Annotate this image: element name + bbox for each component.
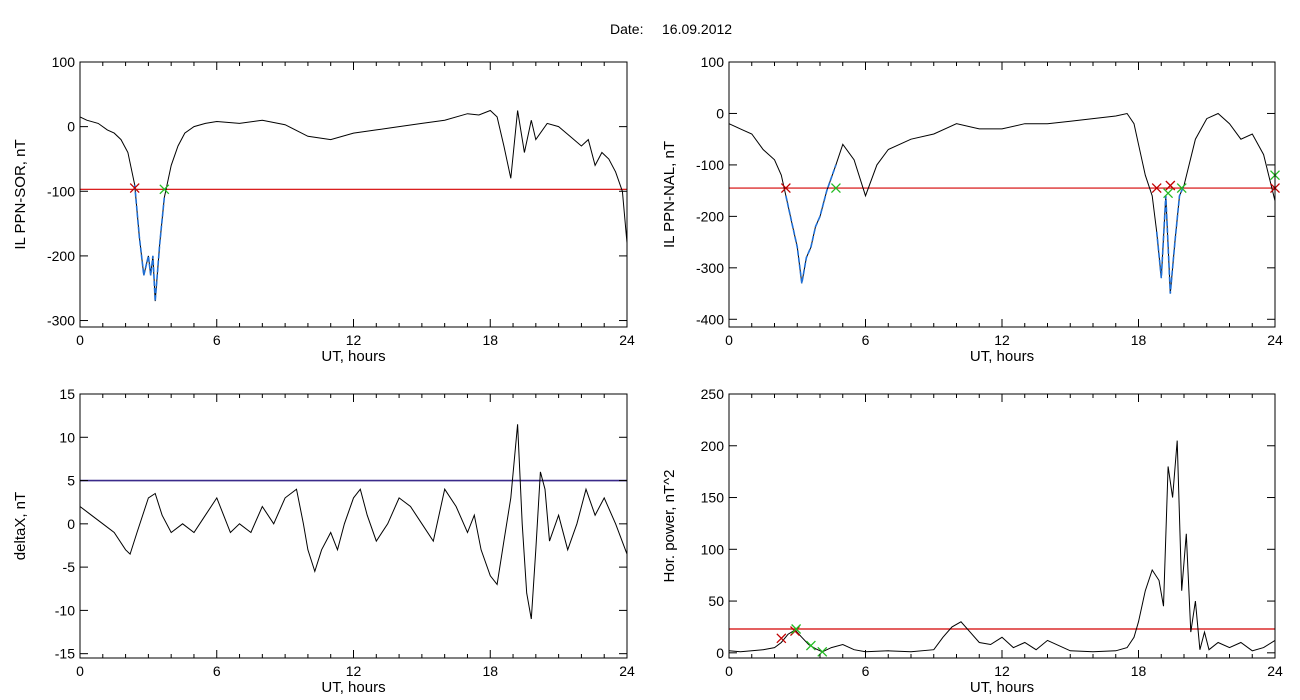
hor-power-x-tick-label: 12 xyxy=(994,663,1010,679)
il-nal-end-marker-5 xyxy=(1176,183,1187,194)
il-sor-start-marker-0 xyxy=(129,183,140,193)
deltax-y-tick-label: 10 xyxy=(59,429,75,445)
hor-power-x-tick-label: 0 xyxy=(725,663,733,679)
il-nal-y-tick-label: -100 xyxy=(696,157,724,173)
il-nal-x-tick-label: 18 xyxy=(1131,332,1147,348)
il-nal-start-marker-3-stroke xyxy=(1165,180,1176,191)
hor-power-y-tick-label: 150 xyxy=(701,490,725,506)
il-sor-end-marker-1-stroke xyxy=(159,184,170,195)
deltax-x-tick-label: 12 xyxy=(346,663,362,679)
il-nal-start-marker-3 xyxy=(1165,180,1176,191)
hor-power-end-marker-2-stroke xyxy=(791,624,802,634)
il-sor-series-line xyxy=(79,109,628,302)
il-sor-y-tick-label: 0 xyxy=(67,119,75,135)
deltax-y-tick-label: -10 xyxy=(55,602,75,618)
il-sor-y-tick-label: -200 xyxy=(47,248,75,264)
panel-il-sor: 0 6 12 18 24 100 0 -100 -200 -300 UT, hours IL PPN-… xyxy=(12,54,635,365)
deltax-y-tick-label: 5 xyxy=(67,473,75,489)
hor-power-start-marker-1 xyxy=(790,626,800,637)
il-sor-y-tick-label: 100 xyxy=(52,54,76,70)
il-nal-end-marker-4-stroke xyxy=(1163,188,1174,199)
hor-power-x-tick-label: 6 xyxy=(862,663,870,679)
hor-power-end-marker-2 xyxy=(791,624,802,634)
deltax-y-tick-label: -5 xyxy=(63,559,76,575)
il-sor-x-axis-label: UT, hours xyxy=(321,348,385,365)
deltax-x-tick-label: 6 xyxy=(213,663,221,679)
il-sor-highlight-segment-0 xyxy=(133,184,166,302)
hor-power-x-axis-label: UT, hours xyxy=(970,679,1034,696)
il-sor-plot-frame xyxy=(79,61,628,328)
il-nal-y-tick-label: 0 xyxy=(716,105,724,121)
il-nal-y-tick-label: 100 xyxy=(701,54,725,70)
deltax-x-axis-label: UT, hours xyxy=(321,679,385,696)
hor-power-y-axis-label: Hor. power, nT^2 xyxy=(661,470,678,583)
deltax-x-tick-label: 24 xyxy=(619,663,635,679)
panel-il-nal: 0 6 12 18 24 100 0 -100 -200 -300 -400 UT, hours IL … xyxy=(661,54,1283,365)
il-sor-y-tick-label: -100 xyxy=(47,183,75,199)
hor-power-y-tick-label: 100 xyxy=(701,541,725,557)
il-sor-x-tick-label: 12 xyxy=(346,332,362,348)
deltax-x-tick-label: 0 xyxy=(76,663,84,679)
hor-power-y-tick-label: 250 xyxy=(701,386,725,402)
il-nal-x-tick-label: 6 xyxy=(862,332,870,348)
il-nal-start-marker-0 xyxy=(780,183,791,194)
hor-power-y-tick-label: 0 xyxy=(716,645,724,661)
panel-deltax: 0 6 12 18 24 15 10 5 0 -5 -10 -15 UT, hours deltaX, n… xyxy=(12,386,635,696)
il-nal-x-tick-label: 12 xyxy=(994,332,1010,348)
il-sor-x-tick-label: 18 xyxy=(482,332,498,348)
il-sor-y-axis-label: IL PPN-SOR, nT xyxy=(12,139,29,249)
il-nal-x-tick-label: 0 xyxy=(725,332,733,348)
hor-power-start-marker-0-stroke xyxy=(776,633,787,644)
il-nal-start-marker-0-stroke xyxy=(780,183,791,194)
deltax-y-axis-label: deltaX, nT xyxy=(12,492,29,560)
il-nal-y-tick-label: -400 xyxy=(696,311,724,327)
il-nal-series-line xyxy=(728,112,1276,294)
il-nal-highlight-segment-1 xyxy=(1155,185,1185,294)
panel-hor-power: 0 6 12 18 24 250 200 150 100 50 0 UT, hours Hor. pow… xyxy=(661,386,1283,696)
deltax-series-line xyxy=(79,424,628,620)
il-nal-end-marker-1 xyxy=(830,183,841,194)
figure-date: 16.09.2012 xyxy=(662,21,732,37)
il-nal-x-axis-label: UT, hours xyxy=(970,348,1034,365)
deltax-x-tick-label: 18 xyxy=(482,663,498,679)
il-nal-y-tick-label: -200 xyxy=(696,208,724,224)
il-nal-start-marker-2-stroke xyxy=(1151,183,1162,194)
il-nal-y-axis-label: IL PPN-NAL, nT xyxy=(661,141,678,248)
hor-power-end-marker-4 xyxy=(817,646,828,657)
hor-power-series-line xyxy=(728,440,1276,653)
il-sor-start-marker-0-stroke xyxy=(129,183,140,193)
hor-power-end-marker-3-stroke xyxy=(805,640,816,651)
il-sor-y-tick-label: -300 xyxy=(47,313,75,329)
il-nal-start-marker-2 xyxy=(1151,183,1162,194)
il-sor-x-tick-label: 6 xyxy=(213,332,221,348)
hor-power-end-marker-4-stroke xyxy=(817,646,828,657)
il-nal-end-marker-5-stroke xyxy=(1176,183,1187,194)
hor-power-x-tick-label: 18 xyxy=(1131,663,1147,679)
hor-power-start-marker-0 xyxy=(776,633,787,644)
deltax-y-tick-label: -15 xyxy=(55,646,75,662)
figure-title-prefix: Date: xyxy=(610,21,643,37)
hor-power-y-tick-label: 200 xyxy=(701,438,725,454)
il-sor-end-marker-1 xyxy=(159,184,170,195)
il-nal-y-tick-label: -300 xyxy=(696,260,724,276)
il-nal-end-marker-1-stroke xyxy=(830,183,841,194)
deltax-y-tick-label: 0 xyxy=(67,516,75,532)
hor-power-y-tick-label: 50 xyxy=(708,593,724,609)
il-sor-x-tick-label: 24 xyxy=(619,332,635,348)
il-nal-x-tick-label: 24 xyxy=(1267,332,1283,348)
deltax-plot-frame xyxy=(79,393,628,659)
il-sor-x-tick-label: 0 xyxy=(76,332,84,348)
deltax-y-tick-label: 15 xyxy=(59,386,75,402)
hor-power-x-tick-label: 24 xyxy=(1267,663,1283,679)
il-nal-plot-frame xyxy=(728,61,1276,328)
hor-power-start-marker-1-stroke xyxy=(790,626,800,637)
il-nal-highlight-segment-0 xyxy=(785,164,837,284)
il-nal-end-marker-4 xyxy=(1163,188,1174,199)
hor-power-end-marker-3 xyxy=(805,640,816,651)
